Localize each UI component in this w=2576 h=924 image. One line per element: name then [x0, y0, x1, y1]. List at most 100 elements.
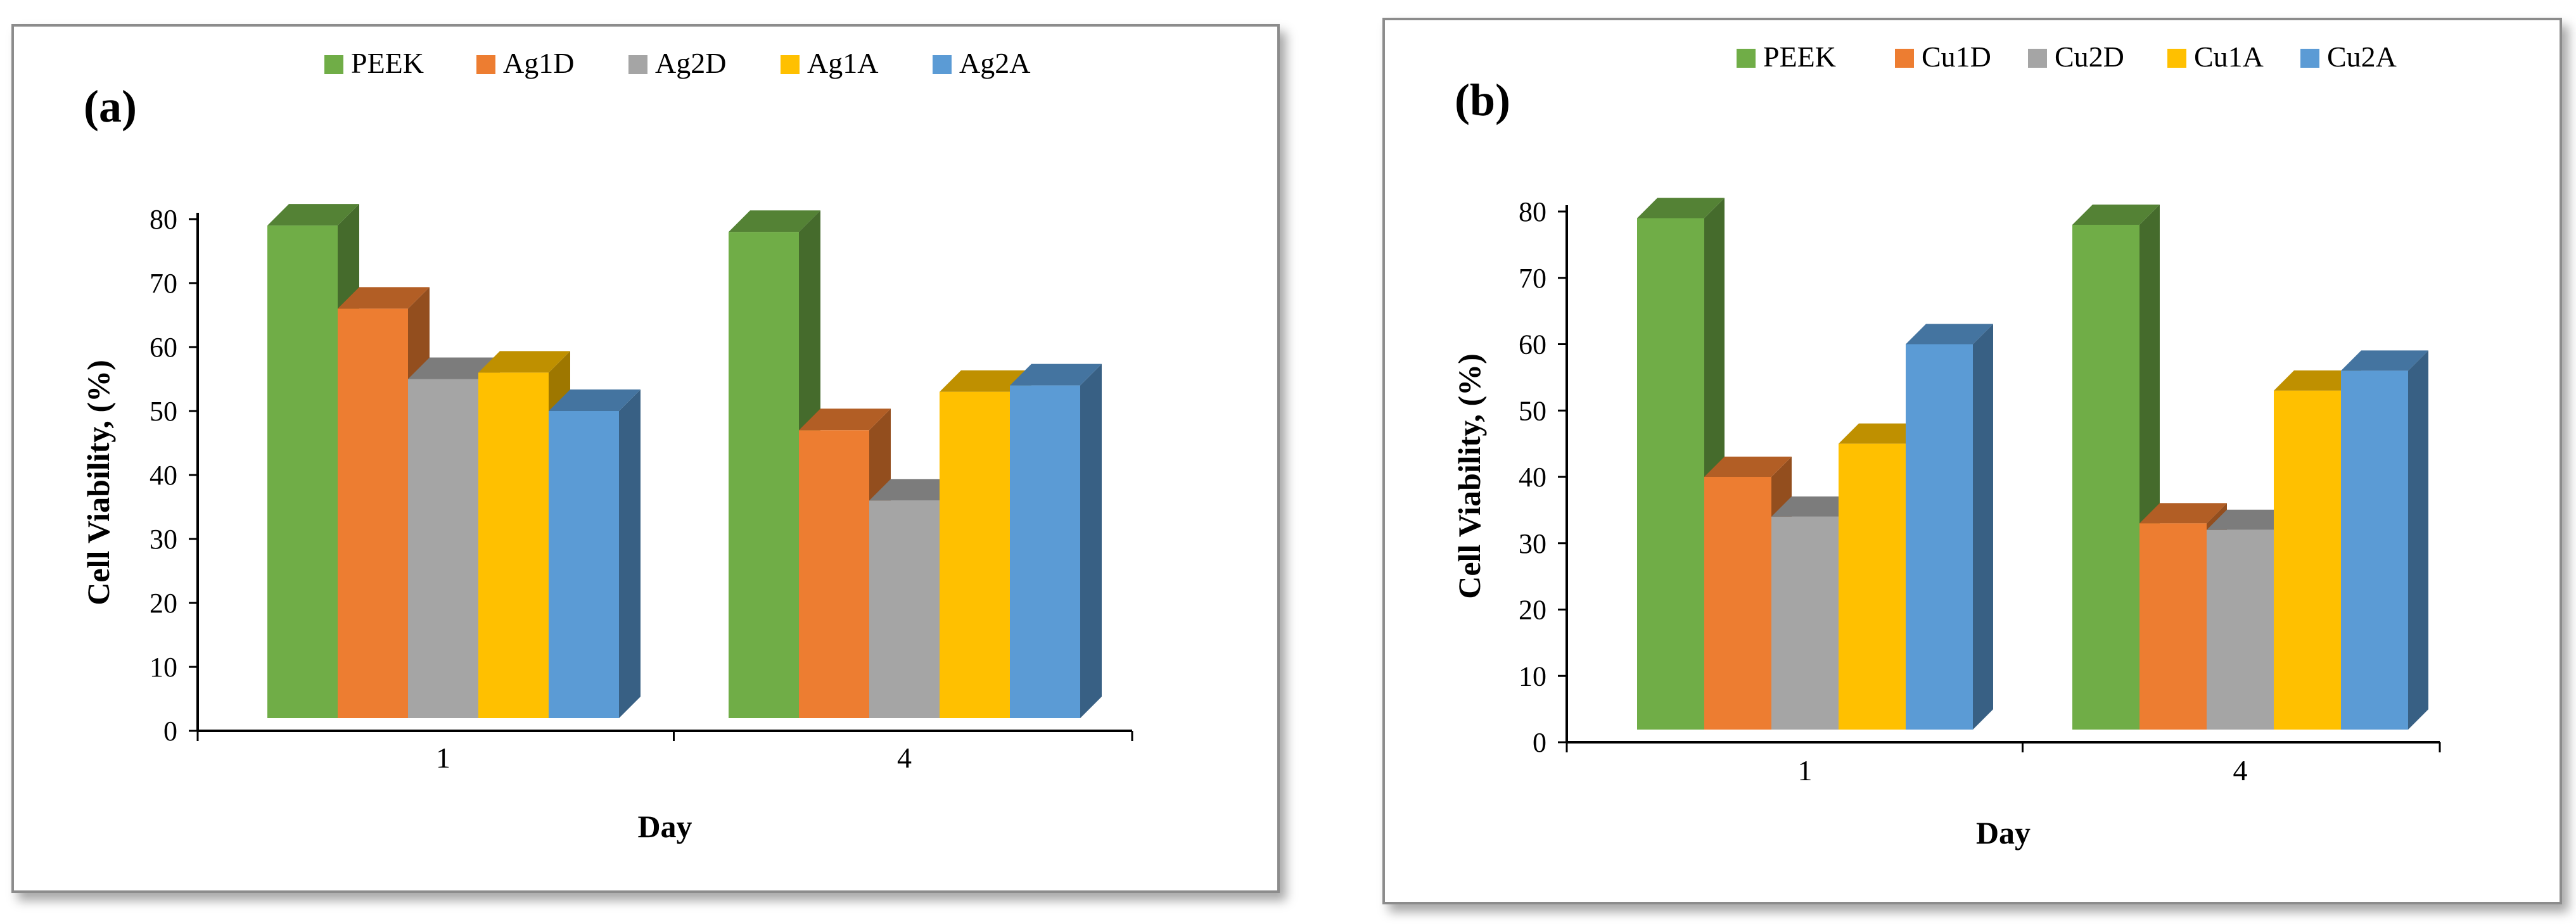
legend-label-cu1d: Cu1D	[1922, 41, 1991, 73]
bar-cu2a-day-1-front	[1906, 344, 1973, 730]
bar-ag2a-day-1-front	[549, 411, 619, 718]
panel-label: (b)	[1455, 75, 1510, 125]
bar-ag2a-day-4-side	[1080, 364, 1102, 718]
legend-label-ag1a: Ag1A	[807, 47, 878, 79]
y-axis-title: Cell Viability, (%)	[80, 360, 116, 605]
legend-label-peek: PEEK	[1763, 41, 1836, 73]
bar-ag1d-day-1-top	[338, 287, 430, 309]
y-tick-label: 40	[150, 460, 177, 491]
y-tick-label: 20	[150, 588, 177, 619]
y-tick-label: 70	[1519, 263, 1546, 294]
bar-cu1d-day-1-top	[1704, 457, 1792, 477]
y-tick-label: 30	[150, 524, 177, 555]
bar-cu2d-day-1-top	[1771, 496, 1859, 517]
bar-ag2a-day-1	[549, 389, 641, 718]
legend-swatch-cu1a	[2167, 49, 2186, 68]
panel-label: (a)	[84, 81, 137, 132]
y-tick-label: 60	[150, 332, 177, 363]
y-tick-label: 60	[1519, 329, 1546, 360]
y-tick-label: 10	[150, 652, 177, 683]
legend-swatch-peek	[1737, 49, 1756, 68]
bar-ag1d-day-1-front	[338, 308, 408, 718]
bar-ag1a-day-1-front	[478, 372, 549, 718]
bar-cu1a-day-4-front	[2274, 390, 2341, 730]
legend-label-ag2a: Ag2A	[959, 47, 1030, 79]
legend-swatch-ag2a	[933, 55, 952, 74]
bar-cu2a-day-4-front	[2341, 370, 2408, 730]
bar-ag2a-day-4-top	[1010, 364, 1102, 386]
y-tick-label: 50	[1519, 395, 1546, 426]
bar-cu1a-day-1-top	[1839, 423, 1926, 444]
chart-panel-a: (a) PEEK Ag1D Ag2D Ag1A Ag2A 0 10 20 30 40 50 60 70 80…	[11, 24, 1280, 893]
chart-b-svg: (b) PEEK Cu1D Cu2D Cu1A Cu2A 0 10 20 30 40 50 60 70 80…	[1451, 41, 2441, 851]
legend-swatch-ag2d	[628, 55, 647, 74]
y-tick-label: 80	[1519, 196, 1546, 227]
y-tick-label: 40	[1519, 462, 1546, 493]
legend-label-cu1a: Cu1A	[2194, 41, 2264, 73]
chart-panel-b: (b) PEEK Cu1D Cu2D Cu1A Cu2A 0 10 20 30 40 50 60 70 80…	[1382, 18, 2562, 904]
bar-ag2d-day-4-top	[869, 479, 961, 501]
x-tick-label-day-4: 4	[2233, 754, 2248, 787]
chart-a-svg: (a) PEEK Ag1D Ag2D Ag1A Ag2A 0 10 20 30 40 50 60 70 80…	[80, 47, 1133, 844]
legend-label-cu2d: Cu2D	[2055, 41, 2124, 73]
bar-cu2a-day-4-top	[2341, 350, 2428, 371]
legend-swatch-ag1d	[476, 55, 495, 74]
bar-cu2a-day-1-top	[1906, 324, 1993, 345]
x-tick-label-day-1: 1	[436, 742, 450, 774]
bar-cu1d-day-4-top	[2139, 503, 2227, 524]
bar-cu2a-day-1-side	[1973, 324, 1993, 730]
bar-ag1a-day-4-front	[940, 391, 1010, 718]
bar-ag1a-day-4-top	[940, 370, 1031, 392]
bar-ag1d-day-4-top	[799, 408, 891, 431]
y-axis-title: Cell Viability, (%)	[1451, 353, 1487, 599]
y-tick-label: 50	[150, 396, 177, 427]
bar-cu2a-day-4-side	[2408, 350, 2428, 730]
bar-ag2a-day-1-top	[549, 389, 641, 411]
bar-ag2d-day-1-front	[408, 379, 478, 718]
bar-cu2d-day-4-top	[2207, 509, 2294, 530]
bar-ag1a-day-1-top	[478, 351, 570, 373]
bar-ag2a-day-4-front	[1010, 385, 1080, 718]
legend-label-ag2d: Ag2D	[655, 47, 726, 79]
y-tick-label: 20	[1519, 595, 1546, 626]
legend-label-cu2a: Cu2A	[2327, 41, 2397, 73]
legend-swatch-ag1a	[781, 55, 800, 74]
legend-swatch-cu1d	[1895, 49, 1914, 68]
y-tick-label: 10	[1519, 661, 1546, 692]
x-axis-title: Day	[637, 809, 692, 844]
bar-ag1d-day-4-front	[799, 430, 869, 718]
bar-peek-day-4-top	[729, 210, 820, 232]
legend-swatch-cu2d	[2028, 49, 2047, 68]
bar-peek-day-1-top	[1637, 198, 1725, 218]
bar-cu1a-day-1-front	[1839, 443, 1906, 730]
bar-peek-day-1-front	[1637, 218, 1704, 730]
legend-label-ag1d: Ag1D	[503, 47, 574, 79]
y-tick-label: 0	[1533, 727, 1546, 758]
legend-swatch-peek	[324, 55, 343, 74]
y-tick-label: 80	[150, 204, 177, 235]
bar-cu2a-day-4	[2341, 350, 2428, 730]
y-tick-label: 70	[150, 268, 177, 299]
bar-cu1d-day-1-front	[1704, 477, 1771, 730]
bar-ag2a-day-1-side	[619, 389, 641, 718]
x-tick-label-day-4: 4	[897, 742, 912, 774]
bar-cu2d-day-4-front	[2207, 529, 2274, 730]
bar-peek-day-4-top	[2072, 204, 2160, 225]
legend-swatch-cu2a	[2300, 49, 2319, 68]
bar-peek-day-1-top	[267, 204, 359, 226]
bar-ag2d-day-1-top	[408, 357, 500, 379]
bar-peek-day-1-front	[267, 225, 338, 719]
bar-cu2a-day-1	[1906, 324, 1993, 730]
bar-cu2d-day-1-front	[1771, 516, 1839, 730]
bar-peek-day-4	[2072, 204, 2160, 730]
bar-cu1d-day-4-front	[2139, 523, 2207, 730]
y-tick-label: 0	[163, 716, 177, 747]
bar-peek-day-4-front	[729, 232, 799, 718]
x-tick-label-day-1: 1	[1798, 754, 1813, 787]
y-tick-label: 30	[1519, 528, 1546, 559]
legend-label-peek: PEEK	[351, 47, 424, 79]
bar-peek-day-4-front	[2072, 224, 2139, 730]
bar-ag2d-day-4-front	[869, 500, 940, 718]
bar-cu1a-day-4-top	[2274, 370, 2361, 391]
bar-ag2a-day-4	[1010, 364, 1102, 718]
